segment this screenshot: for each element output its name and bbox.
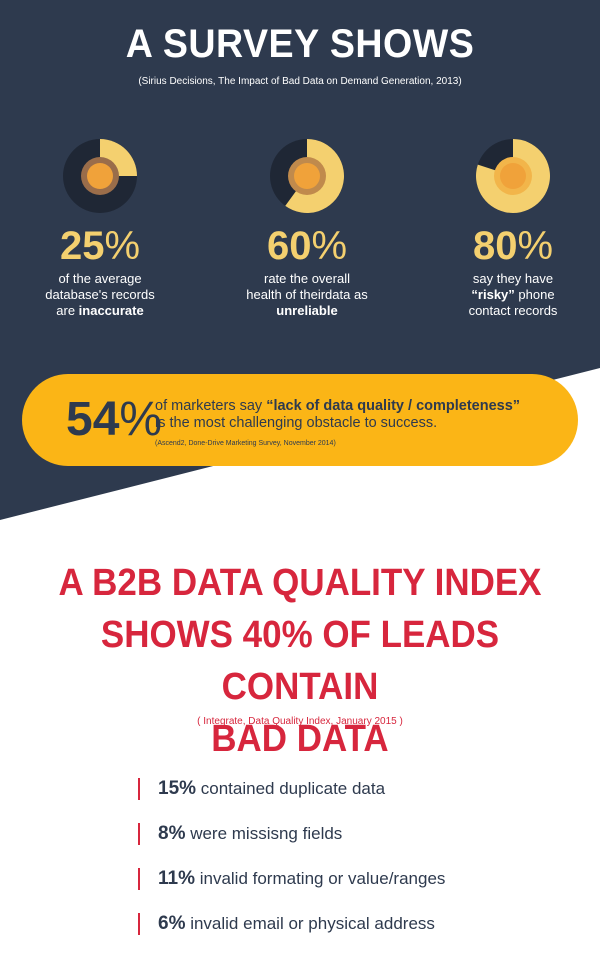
list-item: 6% invalid email or physical address [138, 910, 558, 955]
marketers-banner: 54% of marketers say “lack of data quali… [22, 374, 578, 466]
list-item: 8% were missisng fields [138, 820, 558, 865]
stat-percent: 60% [266, 224, 348, 268]
list-item: 15% contained duplicate data [138, 775, 558, 820]
banner-source: (Ascend2, Done-Drive Marketing Survey, N… [155, 440, 336, 447]
stat-inaccurate: 25% of the average database's records ar… [15, 138, 185, 319]
bad-data-list: 15% contained duplicate data 8% were mis… [138, 775, 558, 955]
donut-chart-icon [476, 139, 551, 213]
stat-percent: 25% [59, 224, 141, 268]
donut-chart-icon [270, 139, 345, 213]
stat-unreliable: 60% rate the overall health of theirdata… [222, 138, 392, 319]
survey-source: (Sirius Decisions, The Impact of Bad Dat… [138, 76, 462, 87]
page-title: A SURVEY SHOWS [125, 22, 475, 66]
stat-description: say they have “risky” phone contact reco… [468, 271, 558, 318]
headline-source: ( Integrate, Data Quality Index, January… [197, 716, 403, 727]
banner-percent: 54% [66, 393, 163, 446]
donut-chart-icon [63, 139, 137, 213]
stat-description: rate the overall health of theirdata as … [246, 271, 368, 318]
stat-percent: 80% [472, 224, 554, 268]
list-item: 11% invalid formating or value/ranges [138, 865, 558, 910]
b2b-headline: A B2B DATA QUALITY INDEX SHOWS 40% OF LE… [58, 562, 542, 760]
stat-risky-phone: 80% say they have “risky” phone contact … [428, 138, 598, 319]
stat-description: of the average database's records are in… [45, 271, 155, 318]
banner-text: of marketers say “lack of data quality /… [155, 398, 521, 431]
